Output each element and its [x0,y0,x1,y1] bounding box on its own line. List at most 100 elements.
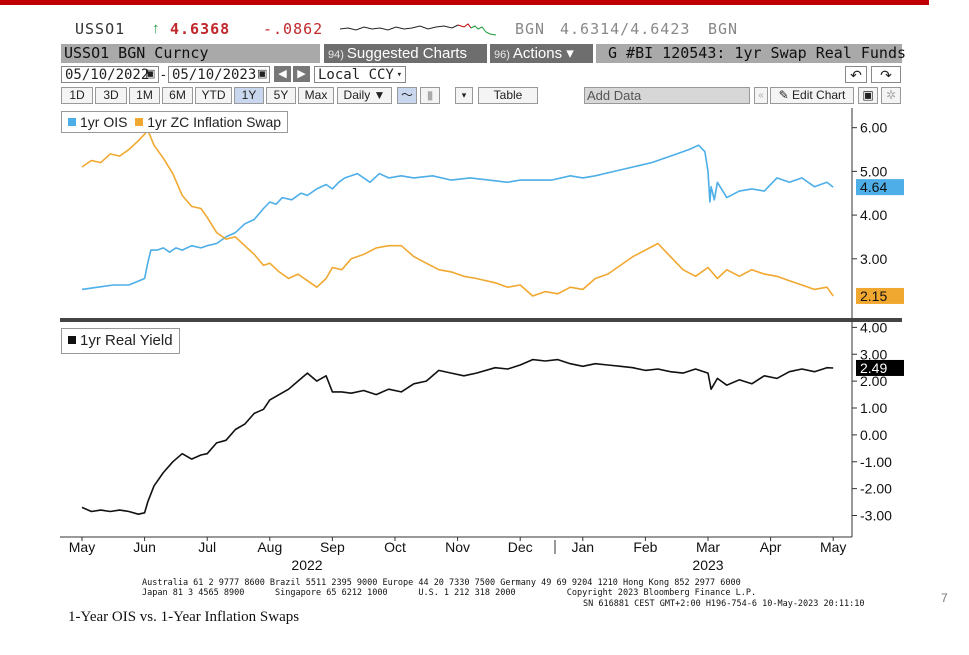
x-tick-label: Jul [198,539,216,555]
currency-value: Local CCY [318,67,394,83]
security-name[interactable]: USSO1 BGN Curncy [61,44,320,63]
lower-panel: 4.00 3.00 2.00 1.00 0.00 -1.00 -2.00 -3.00 2.49 [81,319,904,537]
x-tick-label: Oct [384,539,406,555]
inflation-last-value-bg [856,287,904,304]
legend-inflation: 1yr ZC Inflation Swap [147,114,282,130]
chart-title: G #BI 120543: 1yr Swap Real Funds [596,44,906,63]
range-3d[interactable]: 3D [95,87,127,104]
inflation-last-value: 2.15 [860,288,887,304]
undo-icon[interactable]: ↶ [845,66,867,83]
y-tick-label-lower: 3.00 [860,346,887,362]
table-button[interactable]: Table [478,87,538,104]
add-data-input[interactable]: Add Data [584,87,750,104]
range-6m[interactable]: 6M [162,87,193,104]
ois-last-value-bg [856,179,904,196]
header-accent-bar [0,0,929,5]
footer-contacts-2: Japan 81 3 4565 8900 Singapore 65 6212 1… [142,588,757,598]
bid-ask: 4.6314/4.6423 [560,20,691,38]
calendar-icon[interactable]: ▣ [257,68,268,80]
x-tick-label: Aug [257,539,282,555]
y-tick-label-lower: -3.00 [860,508,892,524]
legend-ois: 1yr OIS [80,114,128,130]
chart-options-icon[interactable]: ▣ [858,87,878,104]
range-1m[interactable]: 1M [129,87,160,104]
calendar-icon[interactable]: ▣ [145,68,156,80]
range-1d[interactable]: 1D [61,87,93,104]
x-tick-label: Jun [133,539,156,555]
range-1y[interactable]: 1Y [234,87,264,104]
x-tick-label: Apr [760,539,782,555]
figure-caption: 1-Year OIS vs. 1-Year Inflation Swaps [68,609,300,625]
collapse-icon[interactable]: « [754,87,768,104]
x-tick-label: Nov [445,539,470,555]
y-tick-label-upper: 3.00 [860,251,887,267]
range-max[interactable]: Max [298,87,334,104]
footer-session: SN 616881 CEST GMT+2:00 H196-754-6 10-Ma… [583,599,865,609]
x-tick-label: Mar [696,539,720,555]
redo-icon[interactable]: ↷ [871,66,901,83]
upper-panel: 6.00 5.00 4.00 3.00 4.64 2.15 [81,108,904,320]
ois-last-value: 4.64 [860,179,887,195]
sparkline [340,23,497,36]
actions-label: Actions ▾ [512,45,574,62]
next-period-button[interactable]: ▶ [293,66,310,82]
footer-contacts-1: Australia 61 2 9777 8600 Brazil 5511 239… [142,578,741,588]
prev-period-button[interactable]: ◀ [274,66,291,82]
currency-select[interactable]: Local CCY ▾ [314,66,406,83]
legend-lower: 1yr Real Yield [61,328,180,354]
range-ytd[interactable]: YTD [195,87,232,104]
real-yield-last-value: 2.49 [860,360,887,376]
inflation-series-line [81,129,834,297]
range-5y[interactable]: 5Y [266,87,296,104]
last-price: 4.6368 [170,20,231,38]
y-tick-label-upper: 4.00 [860,207,887,223]
x-tick-label: May [820,539,846,555]
suggested-charts-button[interactable]: 94) Suggested Charts [324,44,487,63]
actions-number: 96) [494,49,510,61]
y-tick-label-lower: 4.00 [860,319,887,335]
chart-type-dropdown-icon[interactable]: ▾ [455,87,473,104]
legend-upper: 1yr OIS 1yr ZC Inflation Swap [61,111,289,133]
y-tick-label-lower: 2.00 [860,373,887,389]
bar-chart-icon[interactable]: ▮ [420,87,440,104]
year-label-2023: 2023 [692,557,723,573]
end-date-value: 05/10/2023 [172,67,257,83]
y-tick-label-upper: 5.00 [860,163,887,179]
page-number: 7 [941,591,948,605]
line-chart-icon[interactable]: 〜 [397,87,417,104]
x-tick-label: Jan [572,539,595,555]
real-yield-last-value-bg [856,359,904,376]
suggested-charts-label: Suggested Charts [346,45,467,62]
ask-source: BGN [708,20,739,38]
net-change: -.0862 [263,20,324,38]
y-tick-label-lower: -1.00 [860,454,892,470]
settings-icon[interactable]: ✲ [881,87,901,104]
x-tick-label: Sep [320,539,345,555]
y-tick-label-lower: 0.00 [860,427,887,443]
ois-legend-swatch [68,118,76,126]
end-date-field[interactable]: 05/10/2023 [168,66,270,83]
real-yield-legend-swatch [68,336,76,344]
y-tick-label-lower: 1.00 [860,400,887,416]
legend-real-yield: 1yr Real Yield [80,332,173,349]
y-tick-label-upper: 6.00 [860,120,887,136]
ois-series-line [81,144,834,291]
ticker-symbol: USSO1 [75,20,126,38]
frequency-select[interactable]: Daily ▼ [337,87,392,104]
suggested-charts-number: 94) [328,49,344,61]
y-tick-label-lower: -2.00 [860,481,892,497]
x-tick-label: Feb [633,539,657,555]
x-tick-label: Dec [508,539,533,555]
edit-chart-button[interactable]: ✎ Edit Chart [770,87,854,104]
date-separator: - [161,66,166,82]
start-date-value: 05/10/2022 [65,67,150,83]
actions-menu[interactable]: 96) Actions ▾ [490,44,593,63]
panel-divider [60,318,902,322]
x-axis: May Jun Jul Aug Sep Oct Nov Dec Jan Feb Mar Apr May 2… [69,537,846,573]
year-label-2022: 2022 [291,557,322,573]
real-yield-series-line [81,358,834,516]
start-date-field[interactable]: 05/10/2022 [61,66,159,83]
x-tick-label: May [69,539,95,555]
inflation-legend-swatch [135,118,144,126]
